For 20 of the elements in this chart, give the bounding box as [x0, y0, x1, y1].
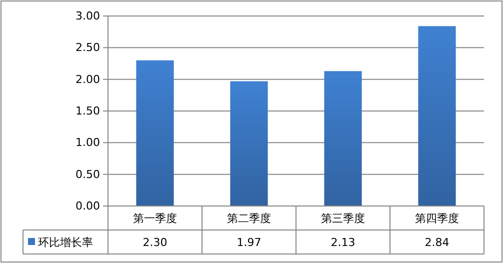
y-tick-label: 0.00 — [76, 200, 100, 213]
y-tick-label: 0.50 — [76, 168, 100, 181]
legend-label: 环比增长率 — [38, 236, 93, 249]
x-tick-label: 第一季度 — [133, 212, 177, 225]
bar — [324, 71, 362, 206]
bar — [418, 26, 456, 206]
data-label: 1.97 — [236, 236, 262, 249]
data-label: 2.13 — [330, 236, 356, 249]
data-label: 2.30 — [142, 236, 168, 249]
y-tick-label: 2.00 — [76, 72, 100, 86]
y-tick-label: 1.50 — [76, 104, 100, 118]
bar — [230, 81, 268, 206]
x-tick-label: 第三季度 — [321, 212, 365, 225]
y-tick-label: 3.00 — [76, 10, 100, 23]
bar — [136, 60, 174, 206]
x-tick-label: 第二季度 — [227, 212, 271, 225]
data-label: 2.84 — [424, 236, 450, 249]
y-tick-label: 2.50 — [76, 41, 100, 54]
y-tick-label: 1.00 — [76, 136, 100, 150]
x-tick-label: 第四季度 — [415, 212, 459, 225]
